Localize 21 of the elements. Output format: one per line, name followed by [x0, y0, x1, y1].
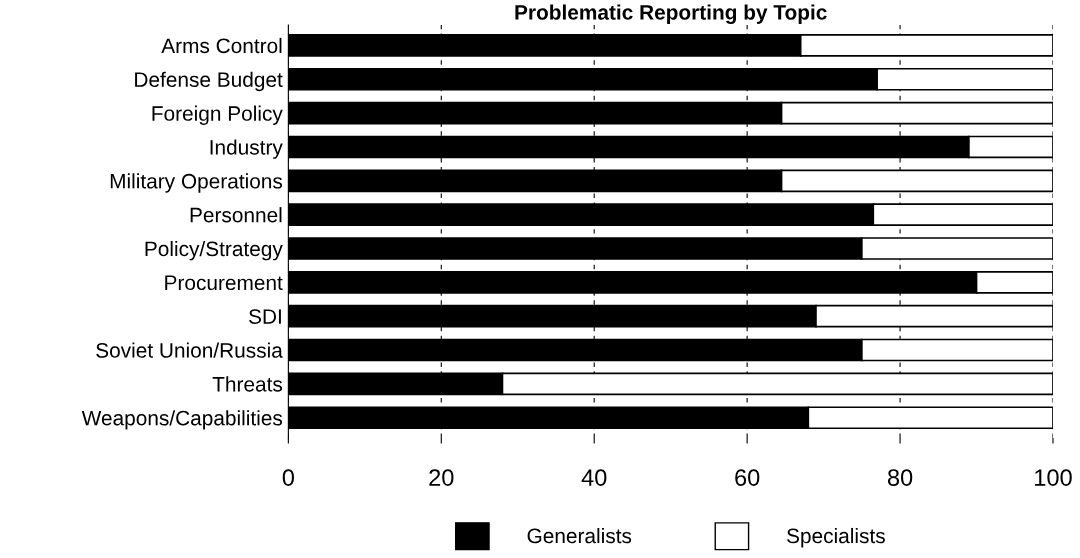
y-tick-label: Soviet Union/Russia [96, 342, 283, 358]
y-tick-label: Procurement [165, 275, 283, 291]
chart-title: Problematic Reporting by Topic [515, 4, 827, 24]
y-tick-label: Personnel [190, 207, 282, 223]
y-tick-label: Policy/Strategy [145, 240, 283, 261]
x-tick-label: 100 [1035, 469, 1072, 486]
y-tick-label: Industry [210, 139, 283, 159]
y-tick-label: Weapons/Capabilities [81, 410, 283, 430]
x-tick-label: 20 [429, 469, 454, 486]
legend-label: Specialists [787, 527, 885, 548]
y-tick-label: SDI [249, 309, 281, 324]
x-tick-label: 60 [735, 469, 760, 486]
y-tick-label: Arms Control [161, 37, 282, 54]
x-tick-label: 40 [581, 469, 607, 486]
y-tick-label: Foreign Policy [152, 105, 283, 125]
y-tick-label: Defense Budget [135, 71, 283, 92]
legend-label: Generalists [527, 527, 632, 544]
x-tick-label: 80 [887, 469, 913, 486]
y-tick-label: Threats [212, 376, 283, 392]
y-tick-label: Military Operations [110, 173, 283, 193]
x-tick-label: 0 [282, 469, 294, 486]
